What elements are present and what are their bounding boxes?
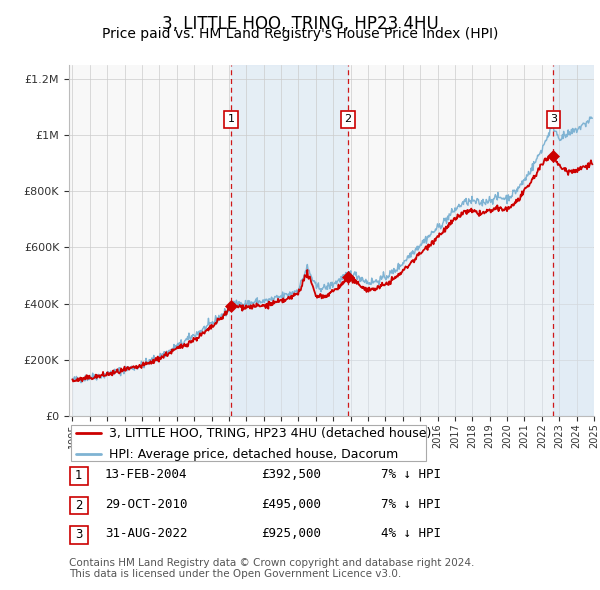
Bar bbox=[231, 65, 347, 416]
Text: Contains HM Land Registry data © Crown copyright and database right 2024.: Contains HM Land Registry data © Crown c… bbox=[69, 558, 475, 568]
Text: £925,000: £925,000 bbox=[261, 527, 321, 540]
Text: 31-AUG-2022: 31-AUG-2022 bbox=[105, 527, 187, 540]
Text: This data is licensed under the Open Government Licence v3.0.: This data is licensed under the Open Gov… bbox=[69, 569, 401, 579]
Text: 2: 2 bbox=[75, 499, 83, 512]
FancyBboxPatch shape bbox=[70, 526, 88, 543]
Text: 3: 3 bbox=[75, 528, 83, 542]
Text: 13-FEB-2004: 13-FEB-2004 bbox=[105, 468, 187, 481]
Text: HPI: Average price, detached house, Dacorum: HPI: Average price, detached house, Daco… bbox=[109, 448, 398, 461]
Text: £392,500: £392,500 bbox=[261, 468, 321, 481]
Text: 3, LITTLE HOO, TRING, HP23 4HU: 3, LITTLE HOO, TRING, HP23 4HU bbox=[161, 15, 439, 33]
Text: 7% ↓ HPI: 7% ↓ HPI bbox=[381, 498, 441, 511]
Text: 4% ↓ HPI: 4% ↓ HPI bbox=[381, 527, 441, 540]
Bar bbox=[553, 65, 594, 416]
Text: 29-OCT-2010: 29-OCT-2010 bbox=[105, 498, 187, 511]
Text: £495,000: £495,000 bbox=[261, 498, 321, 511]
Text: Price paid vs. HM Land Registry's House Price Index (HPI): Price paid vs. HM Land Registry's House … bbox=[102, 27, 498, 41]
FancyBboxPatch shape bbox=[70, 497, 88, 514]
Text: 2: 2 bbox=[344, 114, 351, 124]
FancyBboxPatch shape bbox=[70, 467, 88, 484]
FancyBboxPatch shape bbox=[71, 425, 427, 461]
Text: 1: 1 bbox=[75, 469, 83, 483]
Text: 7% ↓ HPI: 7% ↓ HPI bbox=[381, 468, 441, 481]
Text: 1: 1 bbox=[227, 114, 235, 124]
Text: 3: 3 bbox=[550, 114, 557, 124]
Text: 3, LITTLE HOO, TRING, HP23 4HU (detached house): 3, LITTLE HOO, TRING, HP23 4HU (detached… bbox=[109, 427, 431, 440]
